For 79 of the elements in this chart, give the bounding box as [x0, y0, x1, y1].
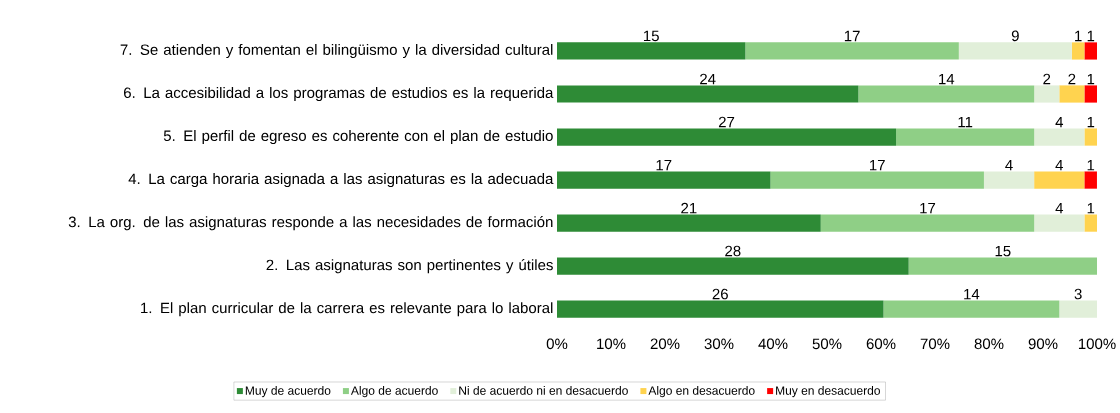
annotation: 28 — [725, 245, 741, 257]
y-tick-label: 7. Se atienden y fomentan el bilingüismo y la diversidad cultural — [120, 43, 553, 58]
x-tick-label: 10% — [597, 338, 626, 350]
y-tick-label: 3. La org. de las asignaturas responde a las necesidades de formación — [68, 216, 553, 231]
bar — [1034, 85, 1060, 103]
bar — [883, 300, 1060, 318]
legend-label: Ni de acuerdo ni en desacuerdo — [459, 385, 628, 395]
bar — [858, 85, 1035, 103]
annotation: 14 — [964, 289, 980, 300]
legend-label: Muy en desacuerdo — [776, 385, 880, 398]
annotation: 15 — [995, 245, 1011, 257]
annotation: 1 — [1087, 116, 1095, 128]
annotation: 1 — [1087, 30, 1095, 42]
annotation: 1 — [1087, 202, 1095, 214]
bar — [896, 128, 1035, 146]
annotation: 17 — [920, 202, 936, 214]
legend-label: Muy de acuerdo — [245, 385, 331, 398]
annotation: 17 — [869, 159, 885, 171]
annotation: 26 — [712, 288, 728, 300]
annotation: 3 — [1074, 288, 1082, 300]
annotation: 4 — [1005, 159, 1013, 171]
x-tick-label: 40% — [758, 338, 788, 350]
bar — [1084, 171, 1097, 189]
y-tick-label: 4. La carga horaria asignada a las asignaturas es la adecuada — [128, 173, 554, 188]
y-tick-label: 2. Las asignaturas son pertinentes y útiles — [266, 259, 553, 274]
bar — [983, 171, 1035, 189]
x-tick-label: 70% — [920, 338, 950, 350]
bar — [820, 214, 1035, 232]
bar — [770, 171, 984, 189]
y-tick-label: 6. La accesibilidad a los programas de estudios es la requerida — [124, 87, 554, 101]
x-tick-label: 20% — [650, 338, 680, 350]
annotation: 2 — [1068, 73, 1076, 85]
annotation: 21 — [681, 202, 697, 214]
bar — [1034, 171, 1085, 189]
x-tick-label: 50% — [812, 338, 842, 350]
bar — [557, 85, 859, 103]
bar — [557, 42, 746, 60]
annotation: 4 — [1055, 202, 1064, 214]
bar — [1084, 85, 1098, 103]
x-tick-label: 90% — [1028, 338, 1058, 350]
annotation: 11 — [958, 116, 973, 128]
annotation: 1 — [1087, 159, 1095, 171]
bar — [557, 171, 771, 189]
annotation: 2 — [1043, 73, 1051, 85]
bar — [1034, 214, 1085, 232]
x-tick-label: 80% — [974, 338, 1004, 350]
bar — [557, 128, 897, 146]
bar — [557, 300, 884, 318]
bar — [1084, 214, 1098, 232]
x-tick-label: 60% — [866, 338, 896, 350]
annotation: 17 — [844, 30, 860, 42]
bar — [1059, 85, 1085, 103]
annotation: 4 — [1055, 159, 1063, 171]
bar — [1084, 128, 1098, 146]
bar — [1059, 300, 1098, 318]
annotation: 14 — [939, 73, 955, 85]
bar — [1071, 42, 1085, 60]
bar — [557, 257, 909, 275]
annotation: 27 — [718, 116, 735, 128]
bar — [1034, 128, 1085, 146]
bar — [908, 257, 1098, 275]
annotation: 1 — [1087, 73, 1095, 85]
bar — [958, 42, 1072, 60]
legend-label: Algo de acuerdo — [350, 385, 438, 398]
x-tick-label: 0% — [546, 338, 568, 350]
annotation: 4 — [1055, 116, 1064, 128]
x-tick-label: 30% — [704, 338, 734, 350]
bar — [1084, 42, 1098, 60]
bar — [745, 42, 959, 60]
bar — [557, 214, 821, 232]
y-tick-label: 1. El plan curricular de la carrera es relevante para lo laboral — [141, 302, 553, 317]
annotation: 17 — [656, 159, 672, 171]
x-tick-label: 100% — [1078, 338, 1116, 350]
annotation: 9 — [1011, 30, 1019, 42]
legend-label: Algo en desacuerdo — [648, 385, 755, 398]
annotation: 1 — [1075, 30, 1082, 42]
y-tick-label: 5. El perfil de egreso es coherente con el plan de estudio — [163, 130, 553, 145]
annotation: 24 — [700, 73, 716, 85]
annotation: 15 — [643, 30, 659, 42]
